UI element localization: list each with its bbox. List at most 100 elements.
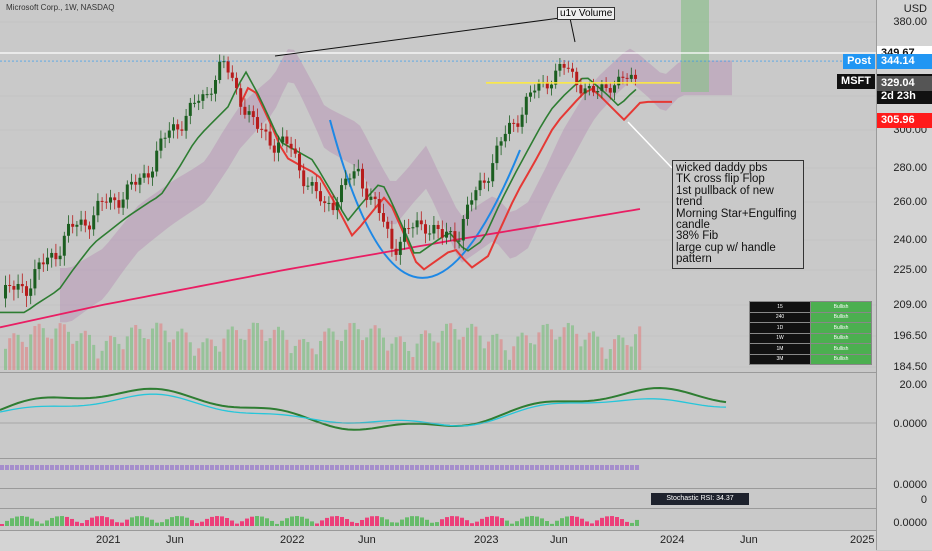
- strip-bar: [225, 465, 229, 470]
- candle-body: [537, 83, 541, 91]
- histogram-bar: [455, 516, 459, 526]
- histogram-bar: [160, 522, 164, 526]
- histogram-bar: [440, 519, 444, 526]
- strip-bar: [290, 465, 294, 470]
- histogram-bar: [500, 518, 504, 526]
- strip-bar: [110, 465, 114, 470]
- oscillator-line: [0, 387, 727, 431]
- candle-body: [629, 74, 633, 79]
- strip-bar: [285, 465, 289, 470]
- volume-bar: [193, 355, 196, 370]
- histogram-bar: [490, 516, 494, 526]
- volume-bar: [130, 327, 133, 370]
- price-tag: 305.96: [877, 112, 932, 128]
- histogram-bar: [275, 523, 279, 526]
- candle-body: [524, 96, 528, 115]
- plot-area[interactable]: Microsoft Corp., 1W, NASDAQ u1v Volume w…: [0, 0, 876, 530]
- histogram-bar: [140, 516, 144, 526]
- histogram-bar: [460, 517, 464, 526]
- histogram-bar: [320, 520, 324, 526]
- time-tick: 2023: [474, 534, 499, 546]
- strip-bar: [575, 465, 579, 470]
- volume-bar: [386, 350, 390, 370]
- candle-body: [428, 233, 432, 235]
- strip-bar: [215, 465, 219, 470]
- candle-body: [29, 288, 33, 296]
- strip-bar: [405, 465, 409, 470]
- histogram-bar: [225, 517, 229, 526]
- histogram-bar: [175, 516, 179, 526]
- volume-bar: [445, 323, 448, 370]
- volume-bar: [71, 343, 75, 370]
- strip-bar: [435, 465, 439, 470]
- volume-bar: [629, 346, 633, 370]
- volume-bar: [264, 340, 268, 370]
- volume-bar: [411, 357, 415, 370]
- chart-svg[interactable]: [0, 0, 876, 530]
- candle-body: [218, 61, 222, 81]
- countdown-tag: 2d 23h: [877, 88, 932, 104]
- candle-body: [197, 100, 201, 103]
- volume-bar: [83, 330, 87, 370]
- mtf-status: Bullish: [810, 353, 872, 365]
- note-line: large cup w/ handle pattern: [676, 241, 776, 266]
- strip-bar: [505, 465, 509, 470]
- candle-body: [142, 173, 146, 178]
- histogram-bar: [515, 521, 519, 526]
- volume-bar: [180, 328, 184, 370]
- candle-body: [62, 235, 66, 256]
- strip-bar: [155, 465, 159, 470]
- volume-bar: [541, 324, 545, 370]
- strip-bar: [410, 465, 414, 470]
- strip-bar: [180, 465, 184, 470]
- candle-body: [130, 181, 133, 185]
- histogram-bar: [505, 520, 509, 526]
- strip-bar: [235, 465, 239, 470]
- histogram-bar: [430, 522, 434, 526]
- price-tag-label: MSFT: [837, 73, 875, 89]
- histogram-bar: [435, 522, 439, 526]
- histogram-bar: [415, 516, 419, 526]
- volume-bar: [533, 344, 537, 370]
- volume-bar: [558, 336, 562, 370]
- histogram-bar: [115, 522, 119, 526]
- volume-bar: [243, 339, 247, 370]
- candle-body: [466, 204, 469, 219]
- volume-bar: [495, 333, 499, 370]
- volume-bar: [138, 328, 142, 370]
- volume-bar: [209, 339, 213, 370]
- histogram-bar: [360, 519, 364, 526]
- strip-bar: [565, 465, 569, 470]
- strip-bar: [275, 465, 279, 470]
- strip-bar: [205, 465, 209, 470]
- volume-bar: [239, 338, 243, 370]
- strip-bar: [630, 465, 634, 470]
- price-axis[interactable]: USD 380.00320.00300.00280.00260.00240.00…: [837, 0, 932, 550]
- candle-body: [608, 88, 612, 93]
- candle-body: [508, 122, 511, 134]
- strip-bar: [490, 465, 494, 470]
- callout-arrow: [569, 17, 576, 43]
- histogram-bar: [80, 523, 84, 526]
- histogram-bar: [245, 518, 249, 526]
- candle-body: [155, 150, 159, 172]
- candle-body: [146, 173, 150, 178]
- candle-body: [100, 200, 104, 202]
- strip-bar: [190, 465, 194, 470]
- candle-body: [260, 128, 264, 130]
- strip-bar: [130, 465, 134, 470]
- time-axis[interactable]: 2021 Jun 2022 Jun 2023 Jun 2024 Jun 2025: [0, 530, 876, 551]
- mtf-tf: 1D: [749, 322, 811, 334]
- strip-bar: [340, 465, 344, 470]
- candle-body: [71, 223, 75, 227]
- volume-bar: [319, 340, 322, 370]
- price-tag: 344.14: [877, 54, 932, 69]
- histogram-bar: [395, 522, 399, 526]
- histogram-bar: [270, 520, 274, 526]
- volume-bar: [20, 341, 24, 370]
- candle-body: [109, 197, 112, 203]
- pane-divider: [0, 508, 876, 509]
- strip-bar: [120, 465, 124, 470]
- candle-body: [37, 262, 41, 270]
- candle-body: [621, 76, 625, 78]
